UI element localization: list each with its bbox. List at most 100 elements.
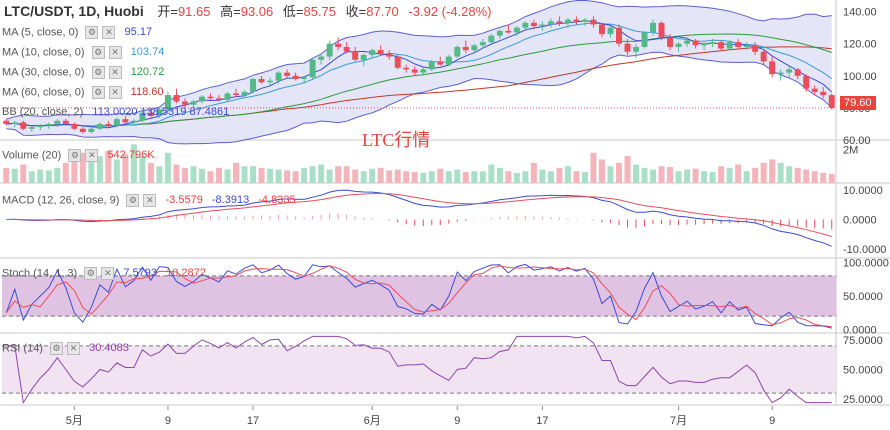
candle-body [692, 40, 699, 46]
close-icon[interactable]: ✕ [102, 26, 116, 39]
volume-bar [45, 170, 52, 183]
volume-bar [709, 172, 716, 183]
volume-bar [607, 166, 614, 183]
stoch-tick-label: 0.0000 [843, 325, 877, 337]
stoch-band-fill [2, 275, 836, 317]
candle-body [556, 21, 563, 23]
close-icon[interactable]: ✕ [101, 267, 115, 280]
volume-value: 542.796K [107, 149, 155, 162]
candle-body [88, 128, 95, 132]
volume-bar [547, 171, 554, 183]
volume-bar [564, 166, 571, 183]
candle-body [598, 24, 605, 35]
candle-body [701, 43, 708, 46]
close-label: 收= [345, 4, 367, 19]
open-label: 开= [157, 4, 178, 19]
high-value: 93.06 [240, 4, 274, 19]
volume-bar [301, 167, 308, 183]
ma5-name: MA (5, close, 0) [2, 26, 79, 39]
candle-body [224, 93, 231, 100]
ma10-legend[interactable]: MA (10, close, 0) ⚙ ✕ 103.74 [2, 46, 164, 59]
macd-value-1: -3.5579 [165, 194, 203, 207]
volume-bar [11, 168, 18, 183]
volume-bar [437, 168, 444, 183]
candle-body [301, 77, 308, 80]
close-icon[interactable]: ✕ [108, 46, 122, 59]
volume-bar [335, 166, 342, 183]
ma60-name: MA (60, close, 0) [2, 86, 85, 99]
volume-bar [122, 154, 129, 183]
candle-body [292, 75, 299, 80]
bb-name: BB (20, close, 2) [2, 106, 84, 118]
macd-tick-label: -10.0000 [843, 244, 886, 256]
close-icon[interactable]: ✕ [67, 342, 81, 355]
volume-bar [292, 171, 299, 183]
candle-body [488, 35, 495, 43]
candle-body [309, 59, 316, 78]
gear-icon[interactable]: ⚙ [91, 66, 105, 79]
stoch-legend[interactable]: Stoch (14, 1, 3) ⚙ ✕ 7.5793 10.2872 [2, 267, 206, 280]
volume-bar [258, 167, 265, 183]
macd-value-3: -4.8335 [258, 194, 296, 207]
volume-bar [658, 166, 665, 183]
volume-bar [718, 166, 725, 183]
volume-bar [556, 167, 563, 183]
macd-legend[interactable]: MACD (12, 26, close, 9) ⚙ ✕ -3.5579 -8.39… [2, 194, 296, 207]
x-tick-label: 17 [247, 415, 259, 427]
rsi-legend[interactable]: RSI (14) ⚙ ✕ 30.4083 [2, 342, 129, 355]
volume-bar [496, 167, 503, 183]
gear-icon[interactable]: ⚙ [91, 86, 105, 99]
stoch-value-2: 10.2872 [166, 267, 206, 280]
x-tick-label: 17 [536, 415, 548, 427]
candle-body [743, 45, 750, 47]
close-value: 87.70 [366, 4, 399, 19]
bb-values: 113.0020 138.5319 87.4861 [92, 106, 230, 118]
candle-body [122, 119, 129, 123]
candle-body [522, 22, 529, 28]
x-tick-label: 9 [454, 415, 460, 427]
gear-icon[interactable]: ⚙ [126, 194, 140, 207]
stoch-k-line [5, 263, 832, 329]
volume-bar [318, 164, 325, 183]
volume-bar [692, 168, 699, 183]
ma10-name: MA (10, close, 0) [2, 46, 85, 59]
volume-bar [428, 171, 435, 183]
volume-bar [684, 169, 691, 183]
close-icon[interactable]: ✕ [143, 194, 157, 207]
candle-body [20, 122, 27, 129]
gear-icon[interactable]: ⚙ [50, 342, 64, 355]
candle-body [352, 51, 359, 60]
candle-body [462, 46, 469, 51]
candle-body [394, 56, 401, 68]
volume-bar [343, 166, 350, 183]
volume-tick-label: 2M [843, 144, 858, 156]
gear-icon[interactable]: ⚙ [85, 26, 99, 39]
gear-icon[interactable]: ⚙ [68, 149, 82, 162]
bb-legend[interactable]: BB (20, close, 2) 113.0020 138.5319 87.4… [2, 106, 229, 118]
gear-icon[interactable]: ⚙ [91, 46, 105, 59]
candle-body [173, 95, 180, 102]
candle-body [360, 54, 367, 60]
ma60-legend[interactable]: MA (60, close, 0) ⚙ ✕ 118.60 [2, 86, 164, 99]
candle-body [403, 67, 410, 70]
volume-bar [624, 156, 631, 183]
stoch-tick-label: 100.0000 [843, 257, 889, 269]
volume-legend[interactable]: Volume (20) ⚙ ✕ 542.796K [2, 149, 155, 162]
candle-body [667, 37, 674, 47]
ma30-legend[interactable]: MA (30, close, 0) ⚙ ✕ 120.72 [2, 66, 164, 79]
volume-bar [794, 167, 801, 183]
candle-body [633, 46, 639, 52]
gear-icon[interactable]: ⚙ [84, 267, 98, 280]
candle-body [275, 72, 282, 81]
volume-bar [181, 167, 188, 183]
candle-body [684, 40, 691, 44]
close-icon[interactable]: ✕ [85, 149, 99, 162]
close-icon[interactable]: ✕ [108, 86, 122, 99]
volume-bar [743, 171, 750, 183]
volume-bar [267, 168, 274, 183]
volume-bar [173, 164, 180, 183]
candle-body [284, 72, 291, 76]
ma5-legend[interactable]: MA (5, close, 0) ⚙ ✕ 95.17 [2, 26, 152, 39]
close-icon[interactable]: ✕ [108, 66, 122, 79]
